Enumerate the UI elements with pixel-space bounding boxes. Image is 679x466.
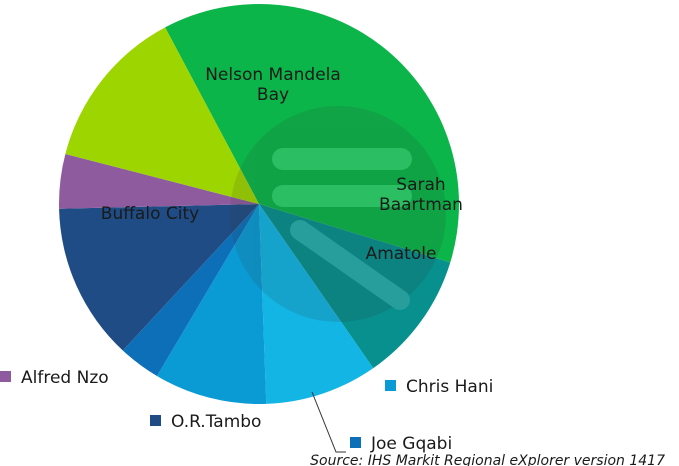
legend-label: Joe Gqabi [370, 434, 452, 454]
legend-swatch [0, 371, 11, 382]
slice-nelson-mandela-bay [165, 4, 459, 263]
legend-swatch [350, 437, 361, 448]
slice-label-amatole: Amatole [366, 244, 437, 264]
slice-chris-hani [156, 204, 267, 405]
slice-label-nelson-mandela-bay: Nelson Mandela Bay [205, 65, 341, 105]
legend: Chris Hani Joe Gqabi O.R.Tambo Alfred Nzo [0, 368, 493, 454]
joe-gqabi-leader-line [311, 391, 346, 453]
legend-label: Chris Hani [406, 377, 493, 397]
legend-item-joe-gqabi: Joe Gqabi [350, 434, 452, 454]
legend-label: O.R.Tambo [171, 412, 261, 432]
leader-lines [311, 391, 346, 453]
slice-label-sarah-baartman: Sarah Baartman [379, 175, 463, 215]
slice-label-buffalo-city: Buffalo City [101, 204, 199, 224]
slice-buffalo-city [65, 27, 259, 204]
slice-amatole [259, 204, 374, 404]
legend-swatch [150, 415, 161, 426]
legend-swatch [385, 380, 396, 391]
legend-item-chris-hani: Chris Hani [385, 377, 493, 397]
slice-sarah-baartman [259, 204, 451, 369]
slice-joe-gqabi [122, 204, 259, 377]
source-note: Source: IHS Markit Regional eXplorer ver… [310, 453, 665, 466]
watermark-logo [230, 106, 446, 322]
legend-item-alfred-nzo: Alfred Nzo [0, 368, 109, 388]
slice-o-r-tambo [59, 204, 260, 351]
legend-item-o-r-tambo: O.R.Tambo [150, 412, 261, 432]
legend-label: Alfred Nzo [21, 368, 109, 388]
slice-alfred-nzo [59, 153, 260, 209]
pie-slices [59, 4, 459, 405]
slice-labels: Nelson Mandela Bay Sarah Baartman Amatole Buf… [101, 65, 463, 264]
